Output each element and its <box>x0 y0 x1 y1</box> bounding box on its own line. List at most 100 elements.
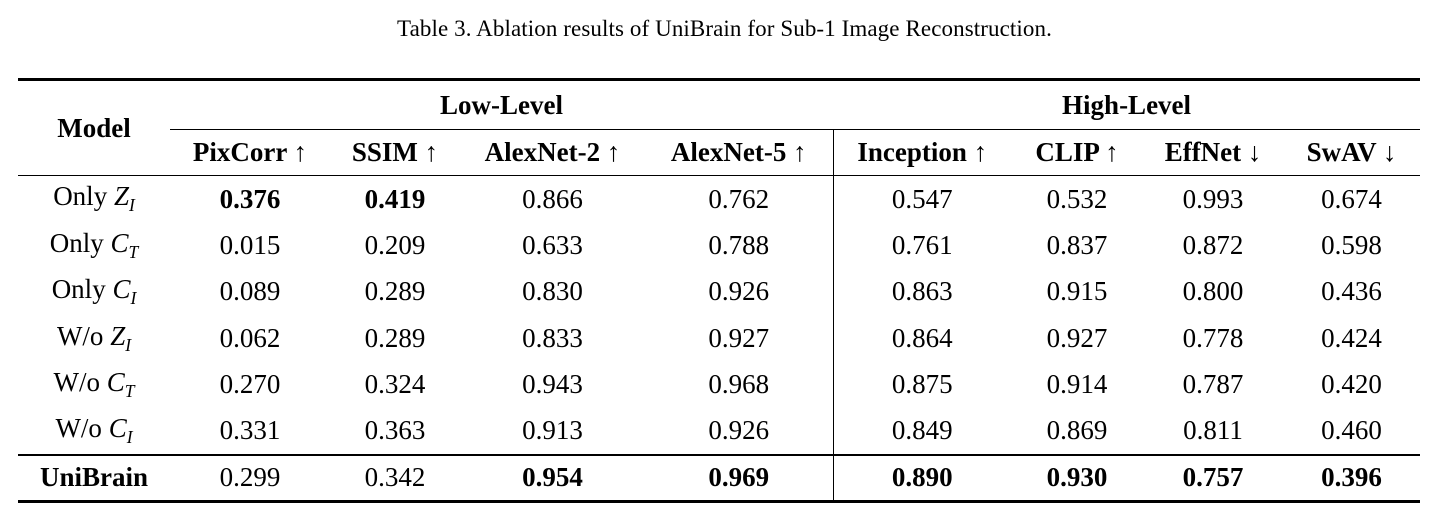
metric-name: CLIP <box>1035 137 1099 167</box>
value-cell: 0.757 <box>1143 453 1284 503</box>
table-row: W/o CT 0.270 0.324 0.943 0.968 0.875 0.9… <box>18 361 1420 409</box>
model-variable: CI <box>108 413 133 447</box>
value-cell: 0.890 <box>832 453 1012 503</box>
value-cell: 0.460 <box>1321 415 1382 446</box>
value-cell: 0.943 <box>522 369 583 400</box>
metric-name: SSIM <box>351 137 418 167</box>
value-cell: 0.787 <box>1182 369 1244 400</box>
variable-symbol: C <box>108 413 127 444</box>
metric-header: CLIP ↑ <box>1011 129 1144 176</box>
value-cell: 0.324 <box>364 369 426 400</box>
up-arrow-icon: ↑ <box>973 137 988 167</box>
value-cell: 0.930 <box>1011 453 1144 503</box>
value-cell: 0.969 <box>645 453 834 503</box>
model-variable: CT <box>106 367 135 401</box>
value-cell: 0.270 <box>219 369 281 400</box>
variable-symbol: Z <box>110 320 126 351</box>
value-cell: 0.396 <box>1283 453 1421 503</box>
variable-subscript: I <box>126 427 133 448</box>
model-variable: ZI <box>110 320 131 355</box>
value-cell: 0.598 <box>1321 229 1382 260</box>
value-cell: 0.436 <box>1321 276 1382 307</box>
value-cell: 0.331 <box>219 415 281 446</box>
value-cell: 0.927 <box>708 322 770 353</box>
variable-symbol: C <box>112 274 131 305</box>
model-variable: CI <box>112 274 136 308</box>
value-cell: 0.863 <box>832 268 1012 315</box>
value-cell: 0.532 <box>1046 183 1108 214</box>
value-cell: 0.633 <box>522 229 583 260</box>
variable-subscript: I <box>125 334 132 355</box>
value-cell: 0.927 <box>1046 322 1108 353</box>
table-row: Only ZI 0.376 0.419 0.866 0.762 0.547 0.… <box>18 175 1420 223</box>
value-cell: 0.424 <box>1321 322 1382 353</box>
value-cell: 0.915 <box>1046 276 1108 307</box>
model-variable: ZI <box>114 181 135 215</box>
metric-header: EffNet ↓ <box>1143 129 1284 176</box>
up-arrow-icon: ↑ <box>424 137 439 167</box>
value-cell: 0.419 <box>364 183 426 214</box>
value-cell: 0.993 <box>1182 183 1244 214</box>
model-cell: W/o CT <box>18 362 170 409</box>
value-cell: 0.800 <box>1182 276 1244 307</box>
model-prefix: Only <box>49 227 104 258</box>
metric-header: SSIM ↑ <box>330 129 460 176</box>
value-cell: 0.875 <box>832 361 1012 408</box>
value-cell: 0.289 <box>364 276 426 307</box>
variable-subscript: T <box>124 381 135 402</box>
value-cell: 0.299 <box>170 453 330 503</box>
metric-name: AlexNet-5 <box>670 137 787 167</box>
value-cell: 0.849 <box>832 408 1012 455</box>
metric-header: PixCorr ↑ <box>170 129 330 176</box>
header-row-metrics: PixCorr ↑ SSIM ↑ AlexNet-2 ↑ AlexNet-5 ↑… <box>18 129 1421 176</box>
model-prefix: Only <box>53 181 108 212</box>
value-cell: 0.926 <box>708 415 770 446</box>
value-cell: 0.209 <box>364 229 426 260</box>
value-cell: 0.778 <box>1182 322 1244 353</box>
value-cell: 0.376 <box>219 183 281 214</box>
up-arrow-icon: ↑ <box>606 137 621 167</box>
value-cell: 0.674 <box>1321 183 1382 214</box>
model-prefix: W/o <box>53 367 100 398</box>
variable-subscript: T <box>128 241 139 262</box>
value-cell: 0.062 <box>219 322 281 353</box>
value-cell: 0.363 <box>364 415 426 446</box>
metric-header: AlexNet-2 ↑ <box>460 129 645 176</box>
value-cell: 0.864 <box>832 315 1012 362</box>
value-cell: 0.788 <box>708 229 770 260</box>
variable-symbol: C <box>110 227 129 258</box>
value-cell: 0.015 <box>219 229 281 260</box>
metric-name: SwAV <box>1306 137 1377 167</box>
value-cell: 0.830 <box>522 276 583 307</box>
model-cell: UniBrain <box>18 453 170 503</box>
table-row: W/o CI 0.331 0.363 0.913 0.926 0.849 0.8… <box>18 408 1420 455</box>
value-cell: 0.342 <box>330 453 460 503</box>
model-cell: Only ZI <box>18 176 170 223</box>
value-cell: 0.761 <box>832 222 1012 269</box>
model-cell: Only CT <box>18 222 170 269</box>
value-cell: 0.954 <box>460 453 645 503</box>
down-arrow-icon: ↓ <box>1247 137 1262 167</box>
value-cell: 0.762 <box>708 183 770 214</box>
value-cell: 0.968 <box>708 369 770 400</box>
variable-symbol: C <box>106 367 125 398</box>
metric-name: AlexNet-2 <box>484 137 601 167</box>
metric-name: Inception <box>857 137 967 167</box>
value-cell: 0.872 <box>1182 229 1244 260</box>
variable-subscript: I <box>128 195 135 216</box>
metric-name: EffNet <box>1164 137 1242 167</box>
model-header: Model <box>18 79 170 176</box>
model-prefix: W/o <box>55 413 102 444</box>
metric-header: AlexNet-5 ↑ <box>645 129 834 176</box>
metric-header: Inception ↑ <box>832 129 1012 176</box>
down-arrow-icon: ↓ <box>1382 137 1397 167</box>
value-cell: 0.811 <box>1183 415 1243 446</box>
table-caption: Table 3. Ablation results of UniBrain fo… <box>397 16 1052 41</box>
value-cell: 0.914 <box>1046 369 1108 400</box>
value-cell: 0.420 <box>1321 369 1382 400</box>
model-cell: W/o ZI <box>18 315 170 362</box>
high-level-header: High-Level <box>833 79 1421 130</box>
model-variable: CT <box>110 227 138 262</box>
table-row-unibrain: UniBrain 0.299 0.342 0.954 0.969 0.890 0… <box>18 453 1421 503</box>
model-cell: W/o CI <box>18 408 170 455</box>
